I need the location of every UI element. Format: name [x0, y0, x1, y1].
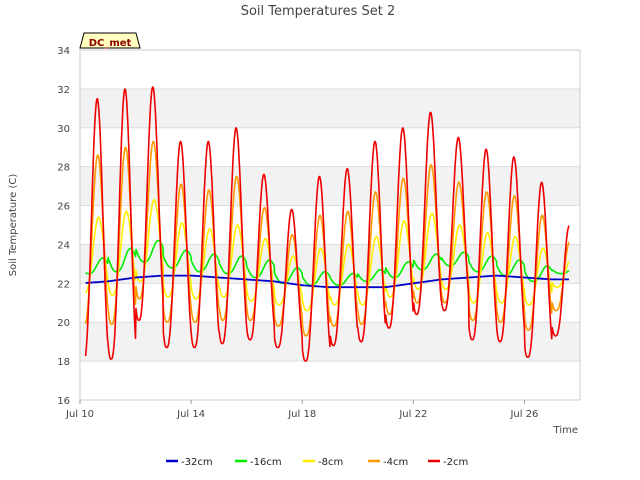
y-tick-label: 22	[57, 279, 70, 290]
series-line-minus-16cm	[85, 239, 570, 287]
y-tick-label: 16	[57, 396, 70, 407]
y-tick-label: 32	[57, 85, 70, 96]
y-tick-label: 18	[57, 357, 70, 368]
x-tick-label: Jul 14	[176, 409, 205, 420]
legend-label: -16cm	[250, 457, 282, 468]
legend-item: -8cm	[303, 457, 343, 468]
grid-band	[80, 88, 580, 128]
grid-band	[80, 361, 580, 400]
legend-item: -32cm	[166, 457, 213, 468]
y-tick-label: 30	[57, 124, 70, 135]
grid-band	[80, 127, 580, 167]
chart-title: Soil Temperatures Set 2	[241, 4, 396, 19]
grid-band	[80, 50, 580, 89]
y-axis-ticks: 16 18 20 22 24 26 28 30 32 34	[57, 46, 70, 407]
legend-item: -2cm	[428, 457, 468, 468]
grid-band	[80, 166, 580, 206]
legend-item: -4cm	[368, 457, 408, 468]
plot-frame	[79, 49, 581, 401]
station-badge: DC_met	[79, 32, 141, 49]
y-tick-label: 20	[57, 318, 70, 329]
station-badge-label: DC_met	[89, 38, 132, 49]
y-tick-label: 34	[57, 46, 70, 57]
x-tick-label: Jul 26	[509, 409, 538, 420]
series-lines	[84, 86, 570, 362]
y-tick-label: 26	[57, 202, 70, 213]
x-axis-ticks: Jul 10 Jul 14 Jul 18 Jul 22 Jul 26	[65, 400, 538, 420]
legend-label: -2cm	[443, 457, 468, 468]
x-axis-title: Time	[553, 425, 578, 436]
y-tick-label: 28	[57, 163, 70, 174]
x-tick-label: Jul 10	[65, 409, 94, 420]
legend: -32cm -16cm -8cm -4cm -2cm	[166, 457, 468, 468]
series-line-minus-2cm	[84, 86, 570, 362]
x-tick-label: Jul 22	[398, 409, 427, 420]
legend-item: -16cm	[235, 457, 282, 468]
x-tick-label: Jul 18	[287, 409, 316, 420]
y-tick-label: 24	[57, 240, 70, 251]
legend-label: -8cm	[318, 457, 343, 468]
legend-label: -4cm	[383, 457, 408, 468]
grid-band	[80, 205, 580, 245]
y-axis-title: Soil Temperature (C)	[8, 174, 19, 277]
legend-label: -32cm	[181, 457, 213, 468]
